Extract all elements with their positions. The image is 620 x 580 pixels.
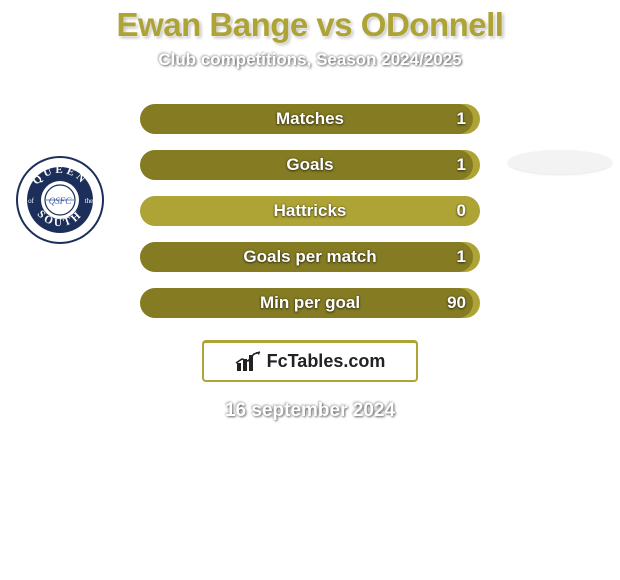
stat-bar-label: Goals per match xyxy=(243,247,376,267)
crest-side-right: the xyxy=(85,197,94,205)
stat-bar-value: 0 xyxy=(457,201,466,221)
stat-bars: Matches 1 Goals 1 Hattricks 0 Goals per match 1… xyxy=(140,104,480,334)
player-ellipse-left-1 xyxy=(8,104,112,128)
title-text: Ewan Bange vs ODonnell xyxy=(117,6,504,43)
stat-bar-label: Hattricks xyxy=(274,201,347,221)
stat-bar-label: Goals xyxy=(286,155,333,175)
stat-bar-value: 1 xyxy=(457,155,466,175)
stat-bar-label: Matches xyxy=(276,109,344,129)
stat-bar-value: 1 xyxy=(457,109,466,129)
main-area: QUEEN SOUTH of the QSFC Matches 1 Goals 1 Ha… xyxy=(0,104,620,422)
crest-side-left: of xyxy=(28,197,35,205)
chart-icon xyxy=(235,351,261,373)
stat-bar-value: 90 xyxy=(447,293,466,313)
stat-bar-row: Hattricks 0 xyxy=(140,196,480,226)
date-text: 16 september 2024 xyxy=(225,400,395,421)
stat-bar-row: Min per goal 90 xyxy=(140,288,480,318)
page-title: Ewan Bange vs ODonnell xyxy=(0,0,620,44)
subtitle-text: Club competitions, Season 2024/2025 xyxy=(158,50,461,69)
left-player-column: QUEEN SOUTH of the QSFC xyxy=(0,104,120,246)
stat-bar-row: Matches 1 xyxy=(140,104,480,134)
club-crest-left: QUEEN SOUTH of the QSFC xyxy=(14,154,106,246)
stat-bar-row: Goals 1 xyxy=(140,150,480,180)
brand-text: FcTables.com xyxy=(267,351,386,372)
crest-inner-initials: QSFC xyxy=(49,196,72,206)
stat-bar-row: Goals per match 1 xyxy=(140,242,480,272)
brand-box: FcTables.com xyxy=(202,340,418,382)
crest-svg: QUEEN SOUTH of the QSFC xyxy=(16,156,104,244)
stat-bar-value: 1 xyxy=(457,247,466,267)
date-line: 16 september 2024 xyxy=(0,400,620,422)
stat-bar-label: Min per goal xyxy=(260,293,360,313)
player-ellipse-right-1 xyxy=(508,104,612,128)
subtitle: Club competitions, Season 2024/2025 xyxy=(0,50,620,70)
player-ellipse-right-2 xyxy=(508,150,612,174)
right-player-column xyxy=(500,104,620,196)
